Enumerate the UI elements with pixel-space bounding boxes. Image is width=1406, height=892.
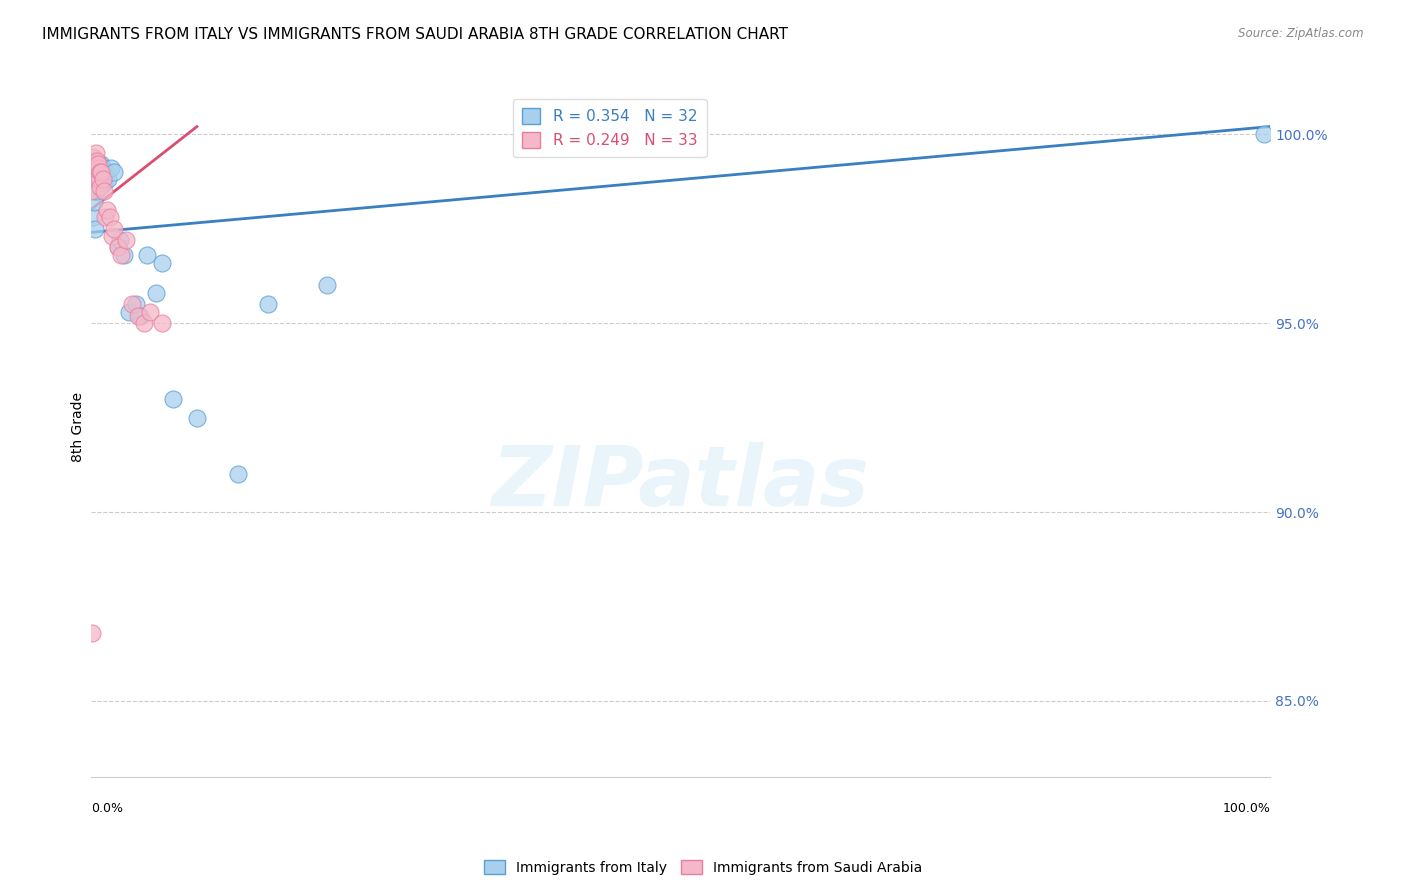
Point bbox=[87, 172, 110, 186]
Point bbox=[84, 146, 107, 161]
Point bbox=[87, 161, 110, 175]
Point bbox=[121, 297, 143, 311]
Point bbox=[90, 157, 112, 171]
Point bbox=[84, 221, 107, 235]
Point bbox=[84, 157, 107, 171]
Point bbox=[86, 153, 108, 168]
Point bbox=[124, 297, 146, 311]
Point bbox=[132, 316, 155, 330]
Point bbox=[80, 165, 103, 179]
Point bbox=[107, 240, 129, 254]
Point bbox=[110, 233, 132, 247]
Point bbox=[117, 304, 139, 318]
Point bbox=[82, 150, 104, 164]
Point bbox=[256, 297, 278, 311]
Point bbox=[1253, 127, 1275, 141]
Text: Source: ZipAtlas.com: Source: ZipAtlas.com bbox=[1239, 27, 1364, 40]
Point bbox=[150, 316, 173, 330]
Point bbox=[93, 184, 115, 198]
Point bbox=[136, 248, 159, 262]
Point bbox=[83, 153, 105, 168]
Point bbox=[112, 248, 135, 262]
Point bbox=[89, 180, 111, 194]
Legend: R = 0.354   N = 32, R = 0.249   N = 33: R = 0.354 N = 32, R = 0.249 N = 33 bbox=[513, 99, 706, 157]
Point bbox=[83, 165, 105, 179]
Point bbox=[226, 467, 249, 482]
Point bbox=[82, 211, 104, 225]
Point bbox=[87, 172, 110, 186]
Point bbox=[87, 157, 110, 171]
Point bbox=[89, 165, 111, 179]
Point bbox=[94, 165, 117, 179]
Point bbox=[86, 165, 108, 179]
Text: ZIPatlas: ZIPatlas bbox=[492, 442, 869, 524]
Point bbox=[87, 157, 110, 171]
Point bbox=[86, 172, 108, 186]
Point bbox=[103, 165, 125, 179]
Text: IMMIGRANTS FROM ITALY VS IMMIGRANTS FROM SAUDI ARABIA 8TH GRADE CORRELATION CHAR: IMMIGRANTS FROM ITALY VS IMMIGRANTS FROM… bbox=[42, 27, 789, 42]
Point bbox=[89, 165, 111, 179]
Point bbox=[101, 229, 124, 244]
Point bbox=[145, 285, 167, 300]
Point bbox=[86, 172, 108, 186]
Point bbox=[139, 304, 162, 318]
Point bbox=[315, 278, 337, 293]
Point bbox=[103, 221, 125, 235]
Point bbox=[97, 172, 120, 186]
Point bbox=[83, 195, 105, 210]
Point bbox=[150, 255, 173, 269]
Point bbox=[96, 202, 118, 217]
Point bbox=[129, 309, 152, 323]
Point bbox=[186, 410, 208, 425]
Point bbox=[115, 233, 138, 247]
Point bbox=[82, 157, 104, 171]
Point bbox=[90, 165, 112, 179]
Point bbox=[107, 240, 129, 254]
Point bbox=[162, 392, 184, 406]
Y-axis label: 8th Grade: 8th Grade bbox=[72, 392, 86, 462]
Legend: Immigrants from Italy, Immigrants from Saudi Arabia: Immigrants from Italy, Immigrants from S… bbox=[478, 855, 928, 880]
Text: 0.0%: 0.0% bbox=[91, 802, 122, 814]
Point bbox=[127, 309, 149, 323]
Point bbox=[94, 211, 117, 225]
Point bbox=[93, 176, 115, 190]
Point bbox=[98, 211, 121, 225]
Text: 100.0%: 100.0% bbox=[1222, 802, 1270, 814]
Point bbox=[100, 161, 122, 175]
Point bbox=[80, 184, 103, 198]
Point bbox=[110, 248, 132, 262]
Point bbox=[91, 172, 114, 186]
Point bbox=[84, 161, 107, 175]
Point bbox=[87, 161, 110, 175]
Point bbox=[82, 626, 104, 640]
Point bbox=[91, 161, 114, 175]
Point bbox=[84, 184, 107, 198]
